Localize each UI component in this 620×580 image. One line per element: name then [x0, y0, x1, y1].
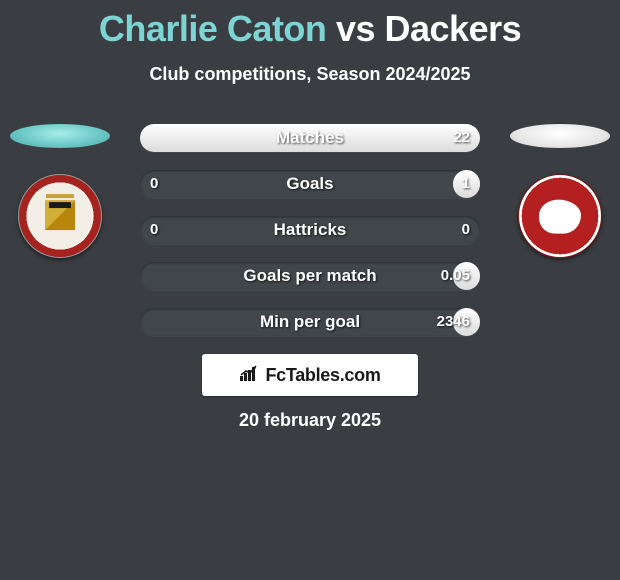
stat-row: Goals per match0.05 [140, 262, 480, 290]
player2-name: Dackers [385, 8, 522, 49]
stat-value-right: 2346 [437, 308, 470, 336]
player1-ellipse [10, 124, 110, 148]
comparison-title: Charlie Caton vs Dackers [0, 0, 620, 50]
stat-label: Goals [140, 170, 480, 198]
stat-value-right: 1 [462, 170, 470, 198]
player2-ellipse [510, 124, 610, 148]
player1-name: Charlie Caton [99, 8, 327, 49]
subtitle: Club competitions, Season 2024/2025 [0, 64, 620, 85]
bars-icon [239, 364, 261, 387]
club-crest-right [518, 174, 602, 258]
stat-label: Matches [140, 124, 480, 152]
stat-value-right: 0.05 [441, 262, 470, 290]
brand-text: FcTables.com [265, 365, 380, 386]
vs-separator: vs [336, 8, 375, 49]
stat-label: Goals per match [140, 262, 480, 290]
brand-badge: FcTables.com [202, 354, 418, 396]
stat-label: Min per goal [140, 308, 480, 336]
stat-value-right: 22 [453, 124, 470, 152]
stat-row: 0Goals1 [140, 170, 480, 198]
stat-label: Hattricks [140, 216, 480, 244]
date-line: 20 february 2025 [140, 410, 480, 431]
stat-row: Min per goal2346 [140, 308, 480, 336]
stat-row: Matches22 [140, 124, 480, 152]
stat-row: 0Hattricks0 [140, 216, 480, 244]
stat-value-right: 0 [462, 216, 470, 244]
club-crest-left [18, 174, 102, 258]
stats-column: Matches220Goals10Hattricks0Goals per mat… [140, 124, 480, 431]
player1-badge-column [10, 124, 110, 258]
player2-badge-column [510, 124, 610, 258]
